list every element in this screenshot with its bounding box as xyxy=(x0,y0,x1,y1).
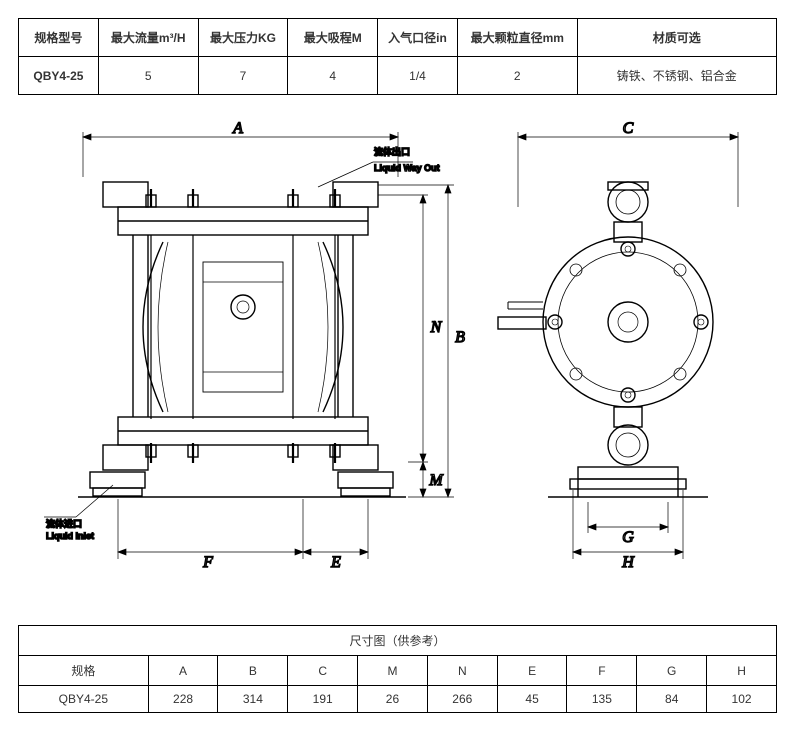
dimension-table: 尺寸图（供参考） 规格ABCMNEFGH QBY4-25228314191262… xyxy=(18,625,777,713)
dim-f: F xyxy=(202,554,213,571)
spec-header-cell: 最大颗粒直径mm xyxy=(457,19,577,57)
dim-data-cell: 266 xyxy=(427,686,497,713)
inlet-label-en: Liquid Inlet xyxy=(46,531,94,541)
inlet-label-cn: 流体进口 xyxy=(46,518,82,529)
outlet-label-en: Liquid Way Out xyxy=(374,163,440,173)
spec-data-cell: 2 xyxy=(457,57,577,95)
dim-header-cell: A xyxy=(148,656,218,686)
dim-header-cell: B xyxy=(218,656,288,686)
spec-header-cell: 规格型号 xyxy=(19,19,99,57)
dim-data-cell: 314 xyxy=(218,686,288,713)
dim-data-cell: 135 xyxy=(567,686,637,713)
dim-data-cell: 26 xyxy=(358,686,428,713)
spec-table: 规格型号最大流量m³/H最大压力KG最大吸程M入气口径in最大颗粒直径mm材质可… xyxy=(18,18,777,95)
spec-header-row: 规格型号最大流量m³/H最大压力KG最大吸程M入气口径in最大颗粒直径mm材质可… xyxy=(19,19,777,57)
spec-data-cell: 4 xyxy=(288,57,378,95)
spec-data-row: QBY4-255741/42铸铁、不锈钢、铝合金 xyxy=(19,57,777,95)
spec-header-cell: 最大流量m³/H xyxy=(98,19,198,57)
spec-data-cell: 5 xyxy=(98,57,198,95)
spec-data-cell: QBY4-25 xyxy=(19,57,99,95)
dim-n: N xyxy=(430,319,443,336)
spec-data-cell: 铸铁、不锈钢、铝合金 xyxy=(577,57,776,95)
dim-data-cell: 84 xyxy=(637,686,707,713)
dim-header-cell: E xyxy=(497,656,567,686)
dim-c: C xyxy=(623,120,634,137)
spec-header-cell: 最大压力KG xyxy=(198,19,288,57)
dim-data-cell: 102 xyxy=(707,686,777,713)
spec-header-cell: 入气口径in xyxy=(378,19,458,57)
spec-header-cell: 材质可选 xyxy=(577,19,776,57)
dim-e: E xyxy=(330,554,341,571)
dim-header-cell: C xyxy=(288,656,358,686)
dim-data-cell: QBY4-25 xyxy=(19,686,149,713)
spec-header-cell: 最大吸程M xyxy=(288,19,378,57)
dim-header-cell: G xyxy=(637,656,707,686)
dim-a: A xyxy=(232,120,243,137)
spec-data-cell: 7 xyxy=(198,57,288,95)
dim-header-cell: N xyxy=(427,656,497,686)
dim-g: G xyxy=(622,529,634,546)
dim-data-cell: 228 xyxy=(148,686,218,713)
dim-b: B xyxy=(455,329,465,346)
dim-h: H xyxy=(621,554,635,571)
spec-data-cell: 1/4 xyxy=(378,57,458,95)
dim-data-cell: 45 xyxy=(497,686,567,713)
dim-table-title: 尺寸图（供参考） xyxy=(19,626,777,656)
outlet-label-cn: 流体出口 xyxy=(374,146,410,157)
dim-header-cell: H xyxy=(707,656,777,686)
dim-data-cell: 191 xyxy=(288,686,358,713)
diagram-svg: A 流体出口 Liquid Way Out xyxy=(18,107,778,607)
dim-m: M xyxy=(428,472,444,489)
technical-diagram: A 流体出口 Liquid Way Out xyxy=(18,107,777,607)
dim-header-row: 规格ABCMNEFGH xyxy=(19,656,777,686)
dim-header-cell: F xyxy=(567,656,637,686)
dim-header-cell: 规格 xyxy=(19,656,149,686)
dim-data-row: QBY4-25228314191262664513584102 xyxy=(19,686,777,713)
dim-header-cell: M xyxy=(358,656,428,686)
